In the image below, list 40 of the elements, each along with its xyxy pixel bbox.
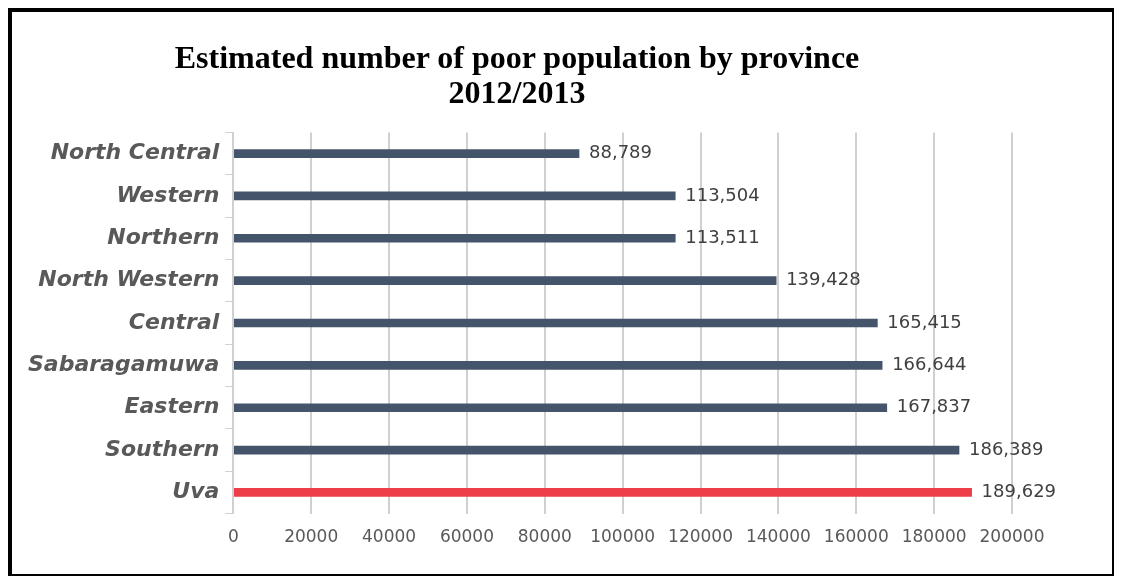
x-tick-label: 0 [227,526,239,547]
data-label: 113,504 [685,183,760,205]
bar [234,276,777,285]
data-label: 166,644 [892,353,967,375]
y-tick-label: North Western [38,266,220,292]
data-label: 88,789 [589,141,652,163]
data-label: 113,511 [685,225,760,247]
bar [234,403,888,413]
x-tick-label: 200000 [979,526,1045,547]
x-tick-label: 180000 [901,526,967,547]
bar [234,233,676,243]
y-tick-label: Southern [105,435,220,461]
bar [234,149,580,158]
data-label: 189,629 [981,480,1057,502]
x-tick-label: 20000 [284,526,339,547]
bar [234,191,676,201]
bar [234,445,960,455]
bar [234,488,972,497]
data-label: 167,837 [896,395,972,417]
text: Estimated number of poor population by province [174,38,860,75]
x-tick-label: 140000 [745,526,811,547]
data-label: 165,415 [887,310,962,332]
x-tick-label: 100000 [590,526,656,547]
text: 2012/2013 [448,74,586,111]
data-label: 186,389 [969,437,1044,459]
data-label: 139,428 [786,268,861,290]
x-tick-label: 40000 [362,526,417,547]
y-tick-label: Uva [172,478,220,504]
y-tick-label: Eastern [124,393,220,419]
bar [234,361,883,370]
y-tick-label: Sabaragamuwa [27,351,220,377]
y-tick-label: Central [128,308,220,334]
bar [234,318,878,328]
x-tick-label: 80000 [517,526,572,547]
y-tick-label: Northern [107,224,220,250]
x-tick-label: 160000 [823,526,889,547]
y-tick-label: North Central [50,139,220,165]
x-tick-label: 60000 [439,526,494,547]
y-tick-label: Western [116,181,220,207]
x-tick-label: 120000 [668,526,733,547]
